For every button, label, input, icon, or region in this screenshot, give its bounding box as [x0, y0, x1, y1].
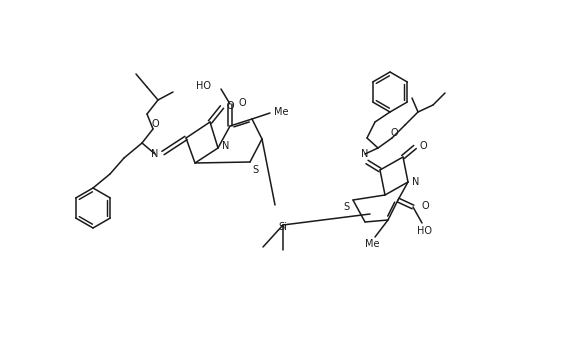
Text: N: N — [151, 149, 158, 159]
Text: N: N — [362, 149, 369, 159]
Text: O: O — [151, 119, 159, 129]
Text: O: O — [226, 101, 234, 111]
Text: HO: HO — [417, 226, 431, 236]
Text: Me: Me — [274, 107, 288, 117]
Text: HO: HO — [196, 81, 211, 91]
Text: N: N — [222, 141, 230, 151]
Text: S: S — [343, 202, 349, 212]
Text: O: O — [390, 128, 398, 138]
Text: O: O — [421, 201, 429, 211]
Text: Si: Si — [279, 222, 288, 232]
Text: N: N — [412, 177, 420, 187]
Text: Me: Me — [365, 239, 379, 249]
Text: O: O — [419, 141, 427, 151]
Text: S: S — [252, 165, 258, 175]
Text: O: O — [238, 98, 246, 108]
